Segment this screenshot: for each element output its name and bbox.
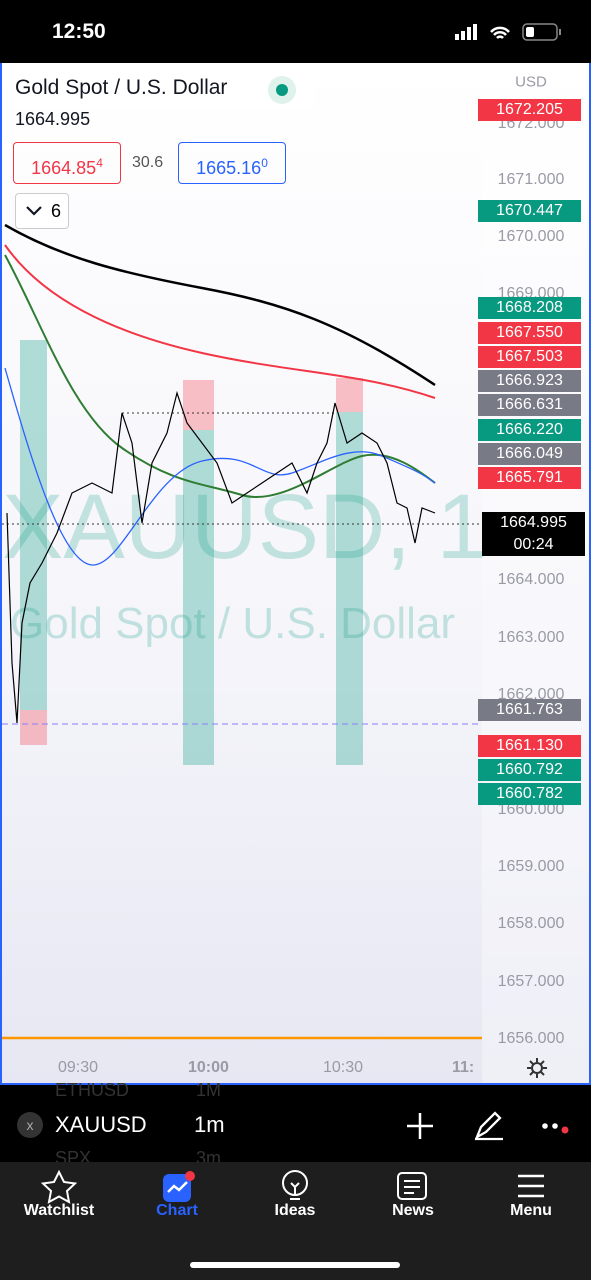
sell-button[interactable]: 1664.854 (13, 142, 121, 184)
price-label: 1662.000 (497, 686, 565, 703)
price-badge: 1668.208 (478, 297, 581, 319)
toolbar-interval[interactable]: 1m (194, 1112, 225, 1137)
sell-price: 1664.85 (31, 158, 97, 178)
time-label: 10:30 (323, 1059, 364, 1076)
price-label: 1663.000 (497, 629, 565, 646)
header-bg (8, 67, 314, 107)
buy-button[interactable]: 1665.160 (178, 142, 286, 184)
close-symbol[interactable]: x (17, 1112, 43, 1138)
toolbar-icons[interactable] (405, 1110, 575, 1142)
price-badge: 1667.550 (478, 322, 581, 344)
current-price-badge: 1664.995 00:24 (482, 512, 585, 556)
tab-watchlist[interactable]: Watchlist (23, 1202, 95, 1219)
hidden-interval: 1M (196, 1080, 222, 1100)
price-label: 1658.000 (497, 915, 565, 932)
tab-news[interactable]: News (392, 1202, 434, 1219)
hidden-symbol: ETHUSD (55, 1080, 130, 1100)
settings-icon[interactable] (525, 1056, 549, 1080)
buy-pip: 0 (261, 156, 268, 170)
symbol-title: Gold Spot / U.S. Dollar (15, 76, 228, 99)
indicators-count: 6 (51, 201, 62, 221)
home-indicator (190, 1262, 400, 1268)
price-axis (482, 63, 589, 1083)
price-label: 1664.000 (497, 571, 565, 588)
chart-area[interactable]: XAUUSD, 1 Gold Spot / U.S. Dollar Gold S… (0, 63, 591, 1085)
price-badge: 1666.049 (478, 443, 581, 465)
market-status (268, 76, 296, 104)
price-badge: 1672.205 (478, 99, 581, 121)
time-label: 10:00 (188, 1059, 229, 1076)
buy-price: 1665.16 (196, 158, 262, 178)
price-label: 1660.000 (497, 801, 565, 818)
countdown: 00:24 (513, 536, 554, 553)
price-label: 1657.000 (497, 973, 565, 990)
currency[interactable]: USD (515, 73, 547, 91)
price-badge: 1666.923 (478, 370, 581, 392)
price-label: 1671.000 (497, 171, 565, 188)
time-label: 09:30 (58, 1059, 99, 1076)
price-label: 1659.000 (497, 858, 565, 875)
price-label: 1670.000 (497, 228, 565, 245)
price-badge: 1660.782 (478, 783, 581, 805)
tab-menu[interactable]: Menu (510, 1202, 552, 1219)
tab-bar (0, 1162, 591, 1280)
chart-canvas: XAUUSD, 1 Gold Spot / U.S. Dollar (2, 223, 488, 1040)
indicators-toggle[interactable]: 6 (15, 193, 69, 229)
price-badge: 1661.130 (478, 735, 581, 757)
toolbar-symbol[interactable]: XAUUSD (55, 1112, 147, 1137)
status-icons (455, 23, 561, 41)
current-price: 1664.995 (500, 514, 567, 531)
tab-ideas[interactable]: Ideas (274, 1202, 316, 1219)
price-badge: 1661.763 (478, 699, 581, 721)
price-label: 1656.000 (497, 1030, 565, 1047)
price-badge: 1660.792 (478, 759, 581, 781)
time-label: 11: (452, 1059, 475, 1076)
spread: 30.6 (132, 154, 164, 171)
sell-pip: 4 (96, 156, 103, 170)
price-badge: 1666.220 (478, 419, 581, 441)
clock: 12:50 (52, 20, 106, 43)
last-price: 1664.995 (15, 109, 91, 129)
tab-chart[interactable]: Chart (156, 1202, 198, 1219)
tab-icons (40, 1169, 544, 1204)
watermark-description: Gold Spot / U.S. Dollar (10, 599, 455, 648)
price-badge: 1665.791 (478, 467, 581, 489)
price-badge: 1666.631 (478, 394, 581, 416)
price-badge: 1667.503 (478, 346, 581, 368)
price-badge: 1670.447 (478, 200, 581, 222)
